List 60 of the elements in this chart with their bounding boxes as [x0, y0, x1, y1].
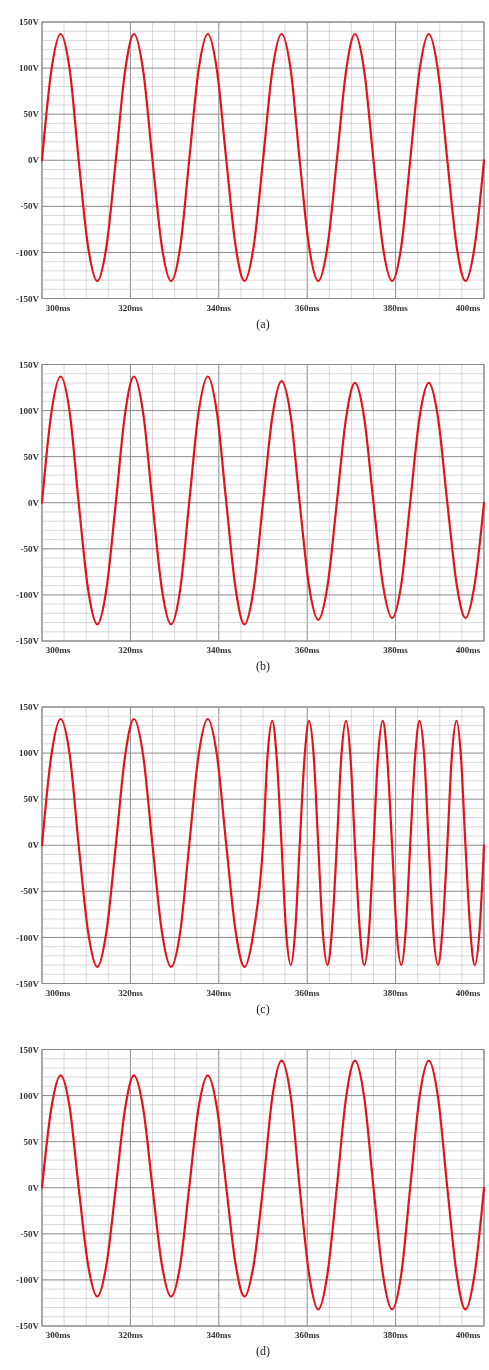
y-tick-label: -50V	[20, 1228, 40, 1239]
y-tick-label: 100V	[19, 63, 40, 74]
y-tick-label: -150V	[16, 1321, 40, 1332]
text: (a)	[256, 316, 270, 331]
x-tick-label: 360ms	[294, 1330, 320, 1340]
line-series	[40, 32, 486, 283]
y-tick-label: 100V	[19, 405, 40, 416]
x-tick-label: 300ms	[45, 302, 71, 313]
x-tick-label: 400ms	[455, 1330, 481, 1340]
x-tick-label: 340ms	[206, 987, 232, 998]
x-tick-label: 340ms	[206, 645, 232, 655]
y-tick-label: -150V	[16, 293, 40, 304]
x-tick-label: 320ms	[118, 645, 144, 655]
x-tick-label: 400ms	[455, 987, 481, 998]
y-tick-label: 150V	[19, 359, 40, 370]
y-tick-label: 0V	[28, 155, 40, 166]
y-tick-label: 50V	[23, 109, 40, 120]
y-tick-label: 150V	[19, 1044, 40, 1055]
y-tick-label: -150V	[16, 636, 40, 647]
y-tick-label: -150V	[16, 978, 40, 989]
y-tick-label: 150V	[19, 17, 40, 28]
x-tick-label: 360ms	[294, 645, 320, 655]
x-tick-label: 380ms	[383, 1330, 409, 1340]
text: (d)	[256, 1344, 270, 1358]
x-tick-label: 300ms	[45, 645, 71, 655]
y-tick-label: 0V	[28, 497, 40, 508]
text: (c)	[256, 1001, 270, 1016]
y-tick-label: 0V	[28, 840, 40, 851]
x-tick-label: 360ms	[294, 302, 320, 313]
line-series	[40, 717, 486, 969]
line-series	[40, 375, 486, 626]
y-tick-label: -50V	[20, 886, 40, 897]
x-tick-label: 320ms	[118, 302, 144, 313]
line-series	[40, 1059, 486, 1311]
y-tick-label: -50V	[20, 543, 40, 554]
y-tick-label: 100V	[19, 1090, 40, 1101]
y-tick-label: 50V	[23, 451, 40, 462]
x-tick-label: 380ms	[383, 645, 409, 655]
x-tick-label: 360ms	[294, 987, 320, 998]
x-tick-label: 300ms	[45, 1330, 71, 1340]
y-tick-label: 150V	[19, 702, 40, 713]
y-tick-label: -100V	[16, 932, 40, 943]
x-tick-label: 340ms	[206, 302, 232, 313]
y-tick-label: -100V	[16, 247, 40, 258]
y-tick-label: -100V	[16, 1275, 40, 1286]
x-tick-label: 320ms	[118, 1330, 144, 1340]
x-tick-label: 320ms	[118, 987, 144, 998]
y-tick-label: 50V	[23, 794, 40, 805]
x-tick-label: 300ms	[45, 987, 71, 998]
x-tick-label: 380ms	[383, 302, 409, 313]
y-tick-label: -50V	[20, 201, 40, 212]
x-tick-label: 380ms	[383, 987, 409, 998]
text: (b)	[256, 659, 270, 673]
y-tick-label: 100V	[19, 748, 40, 759]
y-tick-label: 0V	[28, 1182, 40, 1193]
y-tick-label: -100V	[16, 590, 40, 601]
y-tick-label: 50V	[23, 1136, 40, 1147]
x-tick-label: 340ms	[206, 1330, 232, 1340]
x-tick-label: 400ms	[455, 302, 481, 313]
x-tick-label: 400ms	[455, 645, 481, 655]
